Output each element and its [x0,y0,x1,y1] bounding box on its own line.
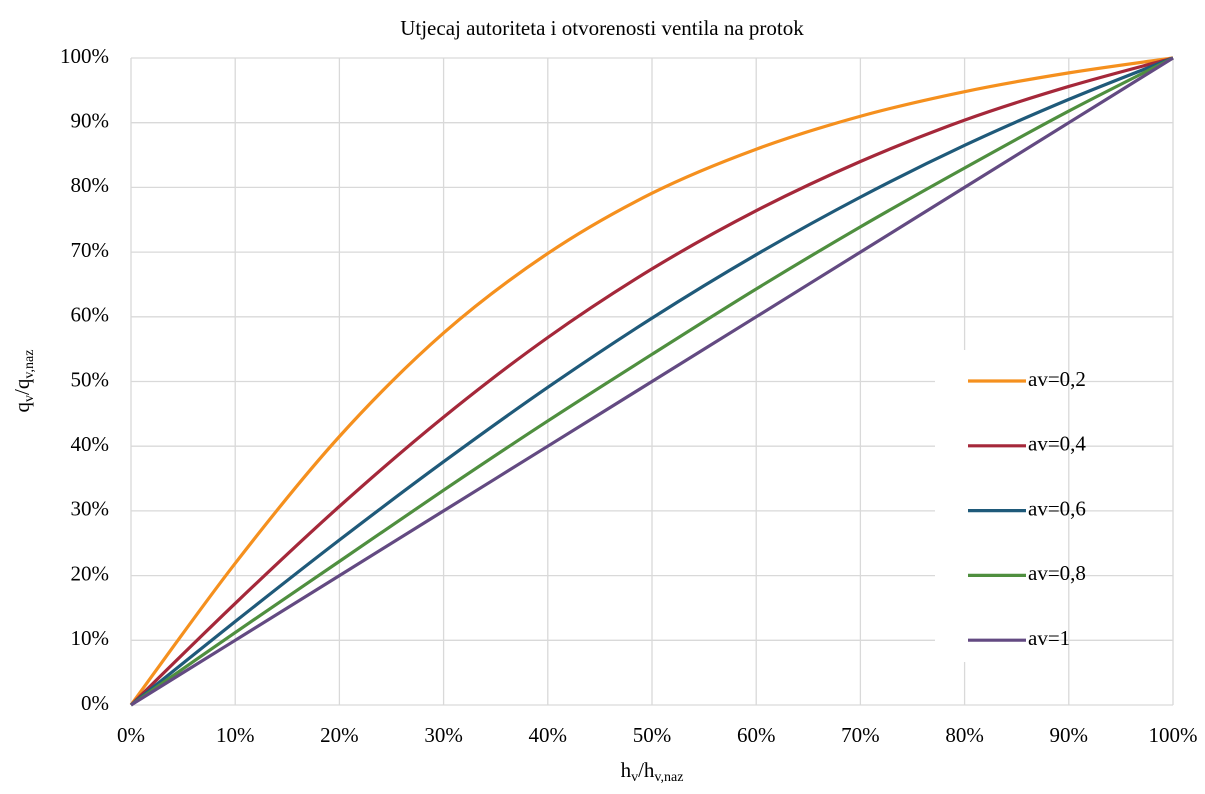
legend-label: av=0,4 [1028,432,1086,456]
legend: av=0,2 av=0,4 av=0,6 av=0,8 av=1 [935,350,1086,662]
x-tick-label: 70% [841,723,880,747]
series-line [129,56,1174,706]
y-tick-label: 30% [71,497,110,521]
legend-label: av=0,6 [1028,496,1086,520]
series-line [130,56,1174,707]
legend-label: av=0,2 [1028,367,1086,391]
series-line [130,56,1174,707]
x-axis-label: hv/hv,naz [621,758,684,785]
y-tick-label: 70% [71,238,110,262]
y-tick-label: 40% [71,432,110,456]
series-line [129,56,1174,707]
x-tick-label: 30% [424,723,463,747]
y-tick-label: 20% [71,561,110,585]
legend-label: av=0,8 [1028,561,1086,585]
y-tick-label: 100% [60,44,109,68]
legend-background [935,350,1045,662]
x-tick-label: 40% [529,723,568,747]
x-tick-label: 0% [117,723,145,747]
y-tick-label: 50% [71,367,110,391]
x-tick-label: 90% [1050,723,1089,747]
y-tick-label: 60% [71,303,110,327]
x-tick-label: 80% [945,723,984,747]
x-tick-label: 60% [737,723,776,747]
y-tick-label: 90% [71,109,110,133]
x-tick-label: 50% [633,723,672,747]
lines [129,56,1174,707]
legend-label: av=1 [1028,626,1070,650]
y-axis-label: qv/qv,naz [10,350,37,413]
chart-title: Utjecaj autoriteta i otvorenosti ventila… [400,16,804,40]
x-tick-label: 100% [1149,723,1198,747]
x-tick-label: 10% [216,723,255,747]
y-tick-label: 10% [71,626,110,650]
series-line [129,56,1174,707]
x-tick-label: 20% [320,723,359,747]
y-tick-label: 0% [81,691,109,715]
y-tick-label: 80% [71,173,110,197]
